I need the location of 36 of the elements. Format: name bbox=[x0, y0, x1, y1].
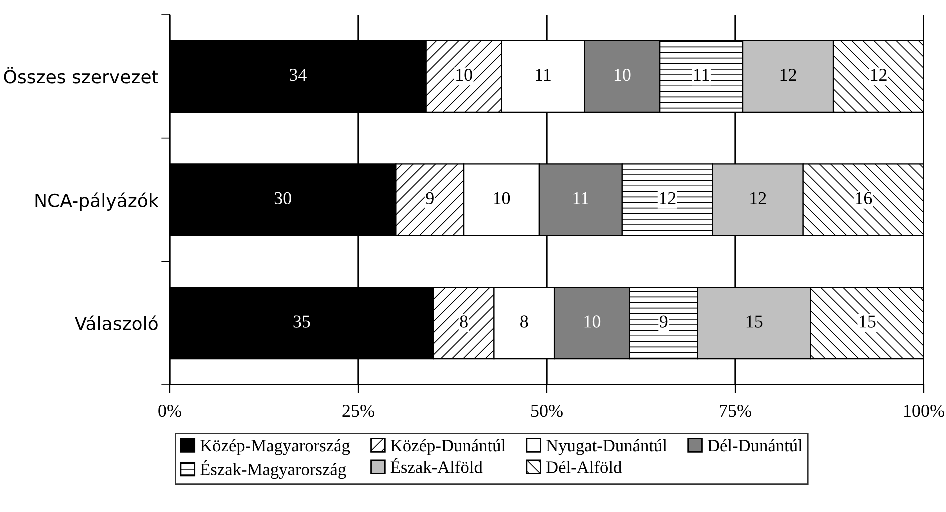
legend-label: Észak-Magyarország bbox=[200, 460, 346, 480]
x-tick-label: 0% bbox=[158, 404, 182, 418]
data-label: 8 bbox=[460, 316, 468, 328]
data-label: 16 bbox=[856, 192, 872, 205]
data-label: 12 bbox=[871, 69, 887, 82]
data-label: 11 bbox=[536, 69, 551, 82]
data-label: 15 bbox=[860, 316, 876, 328]
legend-label: Közép-Dunántúl bbox=[390, 439, 506, 456]
x-tick-label: 50% bbox=[532, 404, 563, 418]
x-tick-label: 25% bbox=[342, 404, 374, 418]
data-label: 10 bbox=[614, 69, 631, 82]
legend-label: Nyugat-Dunántúl bbox=[546, 439, 668, 456]
data-label: 9 bbox=[426, 192, 434, 205]
legend-label: Dél-Alföld bbox=[546, 460, 622, 474]
data-label: 11 bbox=[574, 192, 589, 204]
legend-label: Dél-Dunántúl bbox=[708, 439, 803, 452]
data-label: 35 bbox=[294, 316, 310, 328]
data-label: 10 bbox=[584, 316, 601, 328]
data-label: 12 bbox=[780, 69, 796, 82]
data-label: 10 bbox=[456, 69, 472, 82]
data-label: 15 bbox=[746, 316, 763, 328]
data-label: 30 bbox=[274, 192, 292, 205]
y-tick-label: Válaszoló bbox=[74, 316, 158, 330]
x-tick-label: 100% bbox=[904, 404, 944, 418]
legend-label: Észak-Alföld bbox=[390, 458, 483, 474]
data-label: 12 bbox=[750, 192, 766, 204]
data-label: 9 bbox=[660, 316, 668, 328]
y-tick-label: Összes szervezet bbox=[4, 67, 158, 84]
data-label: 34 bbox=[290, 69, 307, 82]
data-label: 10 bbox=[494, 192, 510, 205]
data-label: 8 bbox=[520, 316, 528, 328]
y-tick-label: NCA-pályázók bbox=[36, 192, 159, 211]
legend-label: Közép-Magyarország bbox=[200, 439, 350, 456]
data-label: 11 bbox=[694, 69, 710, 82]
x-tick-label: 75% bbox=[720, 404, 752, 418]
data-label: 12 bbox=[660, 192, 676, 204]
